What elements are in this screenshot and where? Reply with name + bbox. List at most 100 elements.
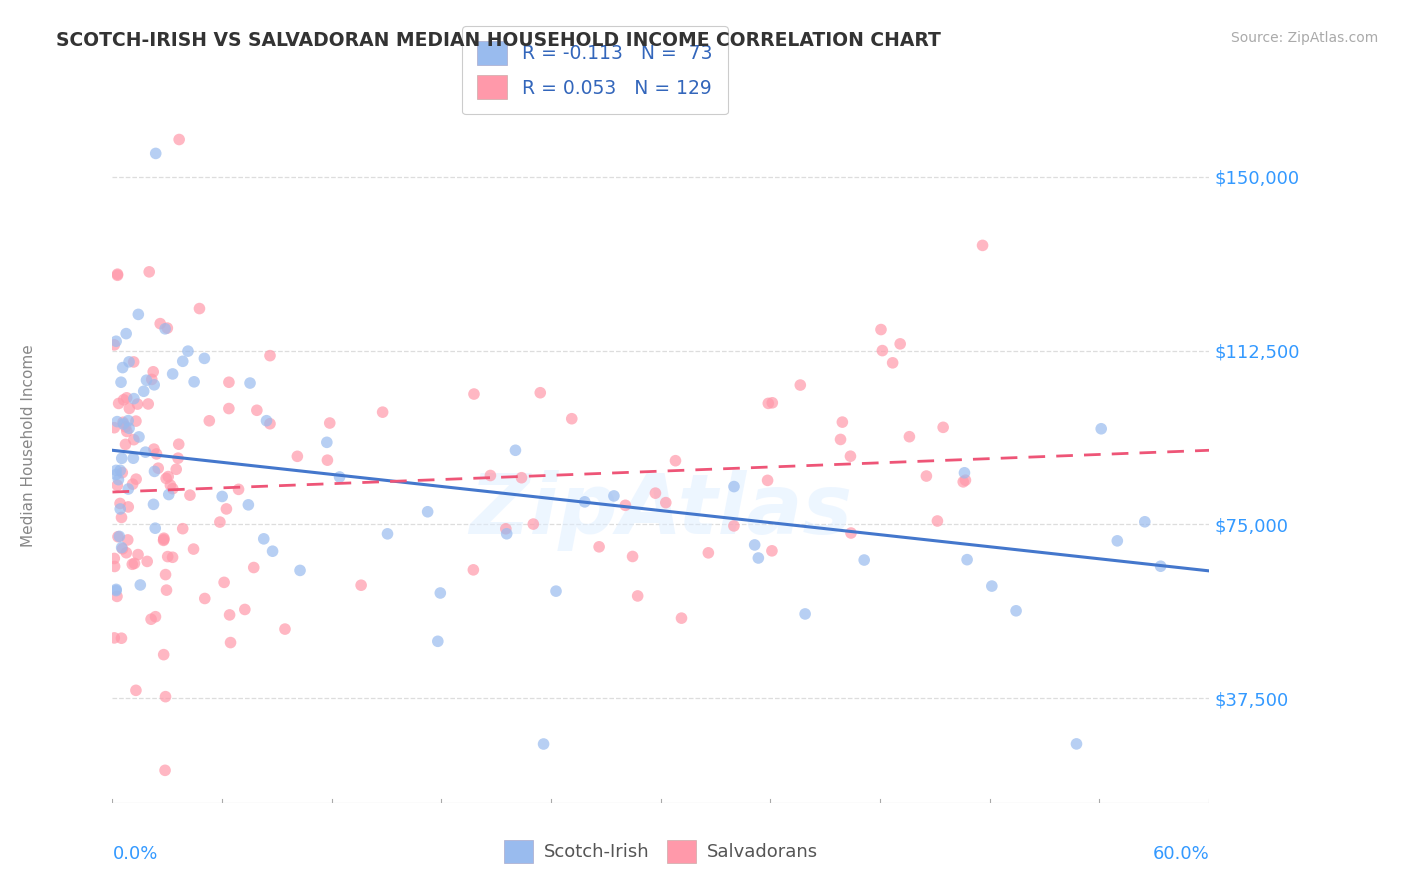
Point <box>259 349 281 363</box>
Point <box>253 532 276 546</box>
Point <box>479 468 502 483</box>
Point <box>142 442 165 457</box>
Point <box>1090 422 1112 436</box>
Point <box>107 268 129 283</box>
Point <box>117 482 139 496</box>
Point <box>233 602 256 616</box>
Point <box>159 478 181 492</box>
Point <box>274 622 297 636</box>
Point <box>117 414 139 428</box>
Point <box>152 648 174 662</box>
Point <box>152 533 174 547</box>
Point <box>103 631 125 645</box>
Point <box>193 351 215 366</box>
Point <box>644 486 666 500</box>
Point <box>105 334 128 349</box>
Point <box>155 471 177 485</box>
Point <box>522 517 544 532</box>
Point <box>1066 737 1088 751</box>
Point <box>932 420 955 434</box>
Point <box>956 552 979 566</box>
Point <box>671 611 693 625</box>
Point <box>153 322 176 336</box>
Point <box>416 505 439 519</box>
Point <box>350 578 373 592</box>
Text: ZipAtlas: ZipAtlas <box>470 470 852 551</box>
Point <box>155 567 177 582</box>
Point <box>111 541 134 556</box>
Point <box>117 500 139 514</box>
Point <box>285 450 308 464</box>
Point <box>110 631 132 645</box>
Point <box>212 575 235 590</box>
Point <box>219 635 242 649</box>
Point <box>122 433 145 447</box>
Point <box>155 583 177 598</box>
Point <box>529 385 551 400</box>
Point <box>112 417 135 431</box>
Point <box>108 529 131 543</box>
Point <box>723 479 745 493</box>
Point <box>145 447 167 461</box>
Point <box>621 549 644 564</box>
Point <box>495 522 517 536</box>
Point <box>228 483 250 497</box>
Point <box>315 435 337 450</box>
Point <box>145 609 167 624</box>
Point <box>889 336 911 351</box>
Point <box>165 462 187 476</box>
Point <box>105 478 128 492</box>
Point <box>167 437 190 451</box>
Point <box>756 474 779 488</box>
Point <box>588 540 610 554</box>
Point <box>114 437 136 451</box>
Point <box>153 764 176 778</box>
Point <box>110 502 132 516</box>
Point <box>316 453 339 467</box>
Point <box>952 475 974 489</box>
Point <box>429 586 451 600</box>
Point <box>122 355 145 369</box>
Point <box>198 414 221 428</box>
Point <box>111 541 134 555</box>
Point <box>723 519 745 533</box>
Point <box>561 411 583 425</box>
Point <box>288 563 311 577</box>
Point <box>544 584 567 599</box>
Point <box>756 396 779 410</box>
Point <box>463 387 485 401</box>
Point <box>107 473 129 487</box>
Point <box>256 414 278 428</box>
Point <box>747 551 769 566</box>
Point <box>118 421 141 435</box>
Point <box>110 376 132 390</box>
Point <box>655 495 678 509</box>
Point <box>134 445 156 459</box>
Point <box>177 344 200 359</box>
Point <box>124 557 146 571</box>
Point <box>156 321 179 335</box>
Point <box>505 443 527 458</box>
Point <box>208 515 231 529</box>
Point <box>218 607 240 622</box>
Point <box>627 589 650 603</box>
Point <box>882 356 904 370</box>
Point <box>115 546 138 560</box>
Point <box>319 416 342 430</box>
Point <box>111 466 134 480</box>
Point <box>179 488 201 502</box>
Point <box>697 546 720 560</box>
Point <box>853 553 876 567</box>
Point <box>1149 559 1171 574</box>
Point <box>148 461 170 475</box>
Point <box>172 354 194 368</box>
Point <box>426 634 449 648</box>
Point <box>111 451 134 466</box>
Point <box>104 559 127 574</box>
Point <box>112 392 135 407</box>
Point <box>162 550 184 565</box>
Point <box>103 551 125 566</box>
Point <box>789 378 811 392</box>
Point <box>761 396 783 410</box>
Point <box>122 451 145 466</box>
